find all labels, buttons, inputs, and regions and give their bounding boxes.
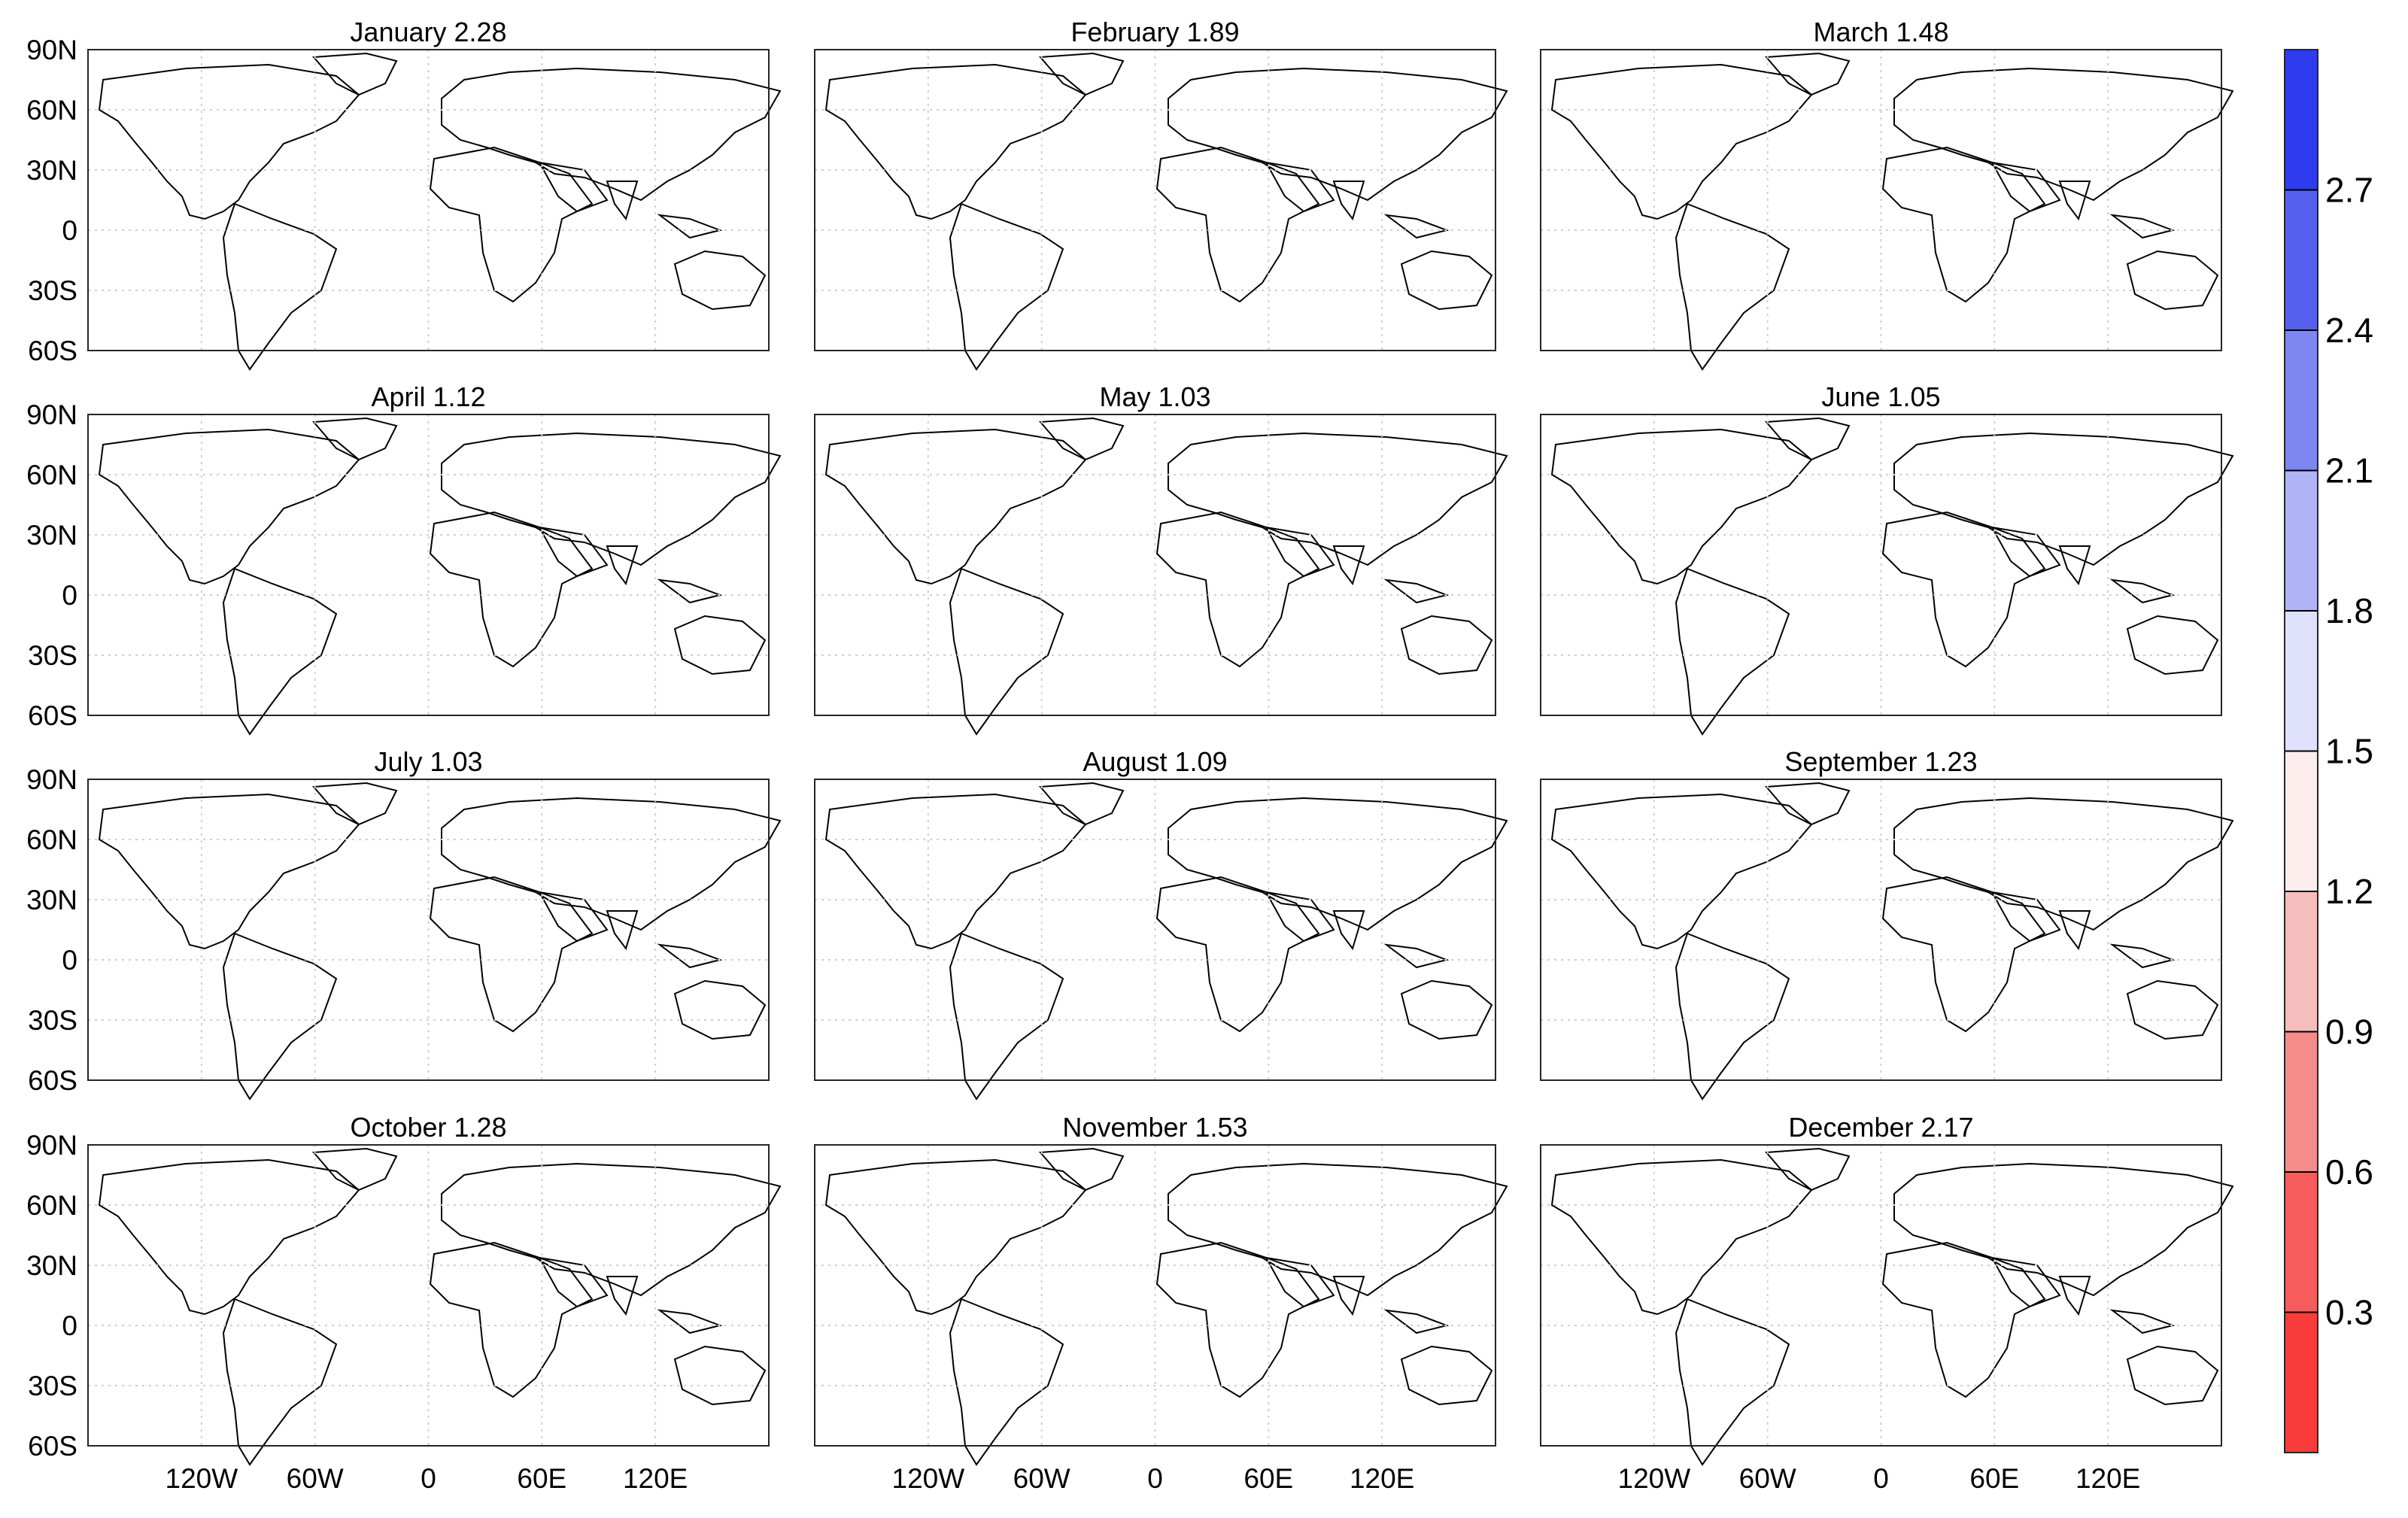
x-tick-label: 60W (1739, 1463, 1796, 1494)
panel-title: May 1.03 (1099, 381, 1210, 412)
axes-frame (87, 414, 770, 716)
colorbar-tick-label: 1.5 (2325, 732, 2373, 771)
y-tick-label: 90N (26, 35, 77, 65)
colorbar-segment (2285, 1031, 2318, 1172)
map-panel: April 1.12 90N 60N 30N 0 30S 60S (26, 381, 781, 735)
colorbar-segment (2285, 751, 2318, 891)
colorbar-tick-label: 0.6 (2325, 1152, 2373, 1192)
x-tick-label: 120W (892, 1463, 965, 1494)
colorbar-segment (2285, 611, 2318, 751)
y-tick-label: 60N (26, 1190, 77, 1221)
y-tick-label: 0 (62, 580, 77, 611)
colorbar-segment (2285, 190, 2318, 330)
x-tick-label: 60E (517, 1463, 566, 1494)
x-tick-label: 120W (1618, 1463, 1691, 1494)
axes-frame (1540, 49, 2222, 351)
colorbar-tick-label: 2.4 (2325, 311, 2373, 350)
y-tick-label: 60N (26, 95, 77, 126)
colorbar-tick-label: 1.2 (2325, 872, 2373, 911)
colorbar-tick-label: 2.7 (2325, 171, 2373, 210)
map-panel: May 1.03 (814, 381, 1508, 735)
map-panel: July 1.03 90N 60N 30N 0 30S 60S (26, 746, 781, 1100)
y-tick-label: 0 (62, 1310, 77, 1341)
colorbar-segment (2285, 1172, 2318, 1313)
axes-frame (87, 779, 770, 1081)
panel-title: June 1.05 (1821, 381, 1940, 412)
x-tick-label: 60W (287, 1463, 344, 1494)
panel-title: August 1.09 (1083, 746, 1227, 777)
axes-frame (1540, 1144, 2222, 1447)
y-tick-label: 60S (28, 1065, 77, 1096)
colorbar-tick-label: 1.8 (2325, 591, 2373, 630)
colorbar-tick-label: 0.9 (2325, 1013, 2373, 1052)
panel-title: November 1.53 (1062, 1112, 1247, 1143)
colorbar-segment (2285, 470, 2318, 611)
x-tick-label: 120W (165, 1463, 238, 1494)
panel-title: February 1.89 (1070, 17, 1239, 47)
x-tick-label: 60E (1243, 1463, 1293, 1494)
colorbar-tick-label: 0.3 (2325, 1293, 2373, 1332)
colorbar-segment (2285, 50, 2318, 190)
map-panel: September 1.23 (1540, 746, 2233, 1100)
map-panel: October 1.28 90N 60N 30N 0 30S 60S 120W 60W 0 60E 1… (26, 1112, 781, 1494)
y-tick-label: 60N (26, 824, 77, 855)
y-tick-label: 0 (62, 945, 77, 976)
x-tick-label: 0 (1873, 1463, 1889, 1494)
x-tick-label: 120E (1350, 1463, 1414, 1494)
axes-frame (814, 779, 1496, 1081)
map-panel: December 2.17 120W 60W 0 60E 120E (1540, 1112, 2233, 1494)
x-tick-label: 120E (623, 1463, 688, 1494)
y-tick-label: 0 (62, 215, 77, 246)
x-tick-label: 60W (1013, 1463, 1070, 1494)
panel-title: April 1.12 (371, 381, 485, 412)
panel-title: July 1.03 (374, 746, 482, 777)
x-tick-label: 60E (1969, 1463, 2019, 1494)
y-tick-label: 60S (28, 700, 77, 731)
colorbar-tick-label: 2.1 (2325, 451, 2373, 490)
y-tick-label: 90N (26, 399, 77, 430)
y-tick-label: 90N (26, 1130, 77, 1161)
map-panel: January 2.28 90N 60N 30N 0 30S 60S (26, 17, 781, 370)
map-panel: June 1.05 (1540, 381, 2233, 735)
y-tick-label: 30S (28, 640, 77, 671)
map-panel: November 1.53 120W 60W 0 60E 120E (814, 1112, 1508, 1494)
map-panel: March 1.48 (1540, 17, 2233, 370)
axes-frame (1540, 414, 2222, 716)
axes-frame (814, 414, 1496, 716)
axes-frame (87, 1144, 770, 1447)
axes-frame (87, 49, 770, 351)
colorbar-frame (2284, 49, 2318, 1453)
y-tick-label: 30N (26, 1250, 77, 1281)
panel-title: October 1.28 (350, 1112, 506, 1143)
y-tick-label: 60S (28, 335, 77, 366)
colorbar-segment (2285, 891, 2318, 1032)
axes-frame (814, 1144, 1496, 1447)
map-panel: August 1.09 (814, 746, 1508, 1100)
colorbar-segment (2285, 1312, 2318, 1453)
axes-frame (814, 49, 1496, 351)
y-tick-label: 30S (28, 275, 77, 306)
map-panel: February 1.89 (814, 17, 1508, 370)
x-tick-label: 0 (1147, 1463, 1163, 1494)
colorbar: 0.3 0.6 0.9 1.2 1.5 1.8 2.1 2.4 2.7 (2284, 49, 2373, 1453)
panel-title: December 2.17 (1788, 1112, 1973, 1143)
y-tick-label: 30N (26, 885, 77, 915)
y-tick-label: 30N (26, 155, 77, 186)
axes-frame (1540, 779, 2222, 1081)
x-tick-label: 120E (2075, 1463, 2140, 1494)
y-tick-label: 60S (28, 1431, 77, 1462)
panel-title: March 1.48 (1813, 17, 1948, 47)
panel-title: September 1.23 (1784, 746, 1977, 777)
y-tick-label: 30S (28, 1371, 77, 1401)
y-tick-label: 90N (26, 764, 77, 795)
panel-title: January 2.28 (350, 17, 506, 47)
colorbar-segment (2285, 330, 2318, 471)
y-tick-label: 30N (26, 520, 77, 551)
x-tick-label: 0 (421, 1463, 436, 1494)
y-tick-label: 60N (26, 460, 77, 490)
y-tick-label: 30S (28, 1005, 77, 1036)
